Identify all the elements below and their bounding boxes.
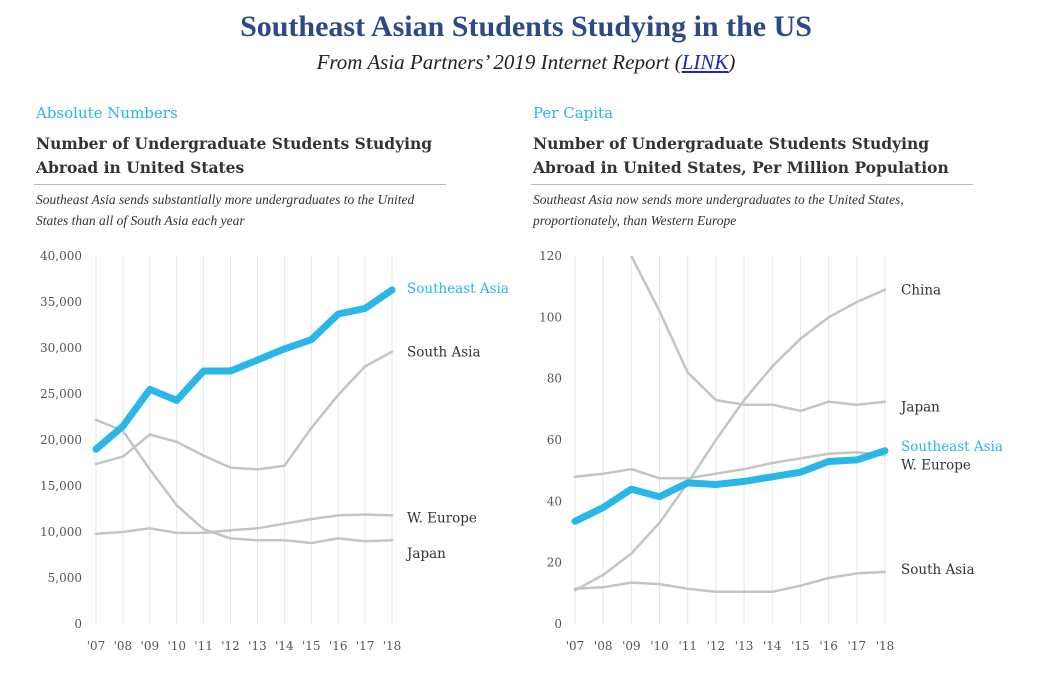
series-line-w-europe xyxy=(573,451,887,480)
series-line-south-asia xyxy=(94,350,394,471)
x-tick-label: '18 xyxy=(876,639,895,653)
x-tick-label: '15 xyxy=(791,639,810,653)
y-tick-label: 40,000 xyxy=(40,249,82,263)
series-label-southeast-asia: Southeast Asia xyxy=(407,281,509,297)
page-subtitle: From Asia Partners’ 2019 Internet Report… xyxy=(0,50,1052,75)
x-tick-label: '09 xyxy=(622,639,641,653)
y-tick-label: 80 xyxy=(547,372,562,386)
x-tick-label: '16 xyxy=(819,639,838,653)
x-tick-label: '08 xyxy=(594,639,613,653)
chart-note-line-2: proportionately, than Western Europe xyxy=(533,213,737,228)
x-tick-label: '18 xyxy=(383,639,402,653)
series-label-south-asia: South Asia xyxy=(901,562,975,578)
x-tick-label: '13 xyxy=(248,639,267,653)
series-label-japan: Japan xyxy=(899,399,940,415)
x-tick-label: '07 xyxy=(566,639,585,653)
x-tick-label: '10 xyxy=(650,639,669,653)
x-tick-label: '14 xyxy=(275,639,294,653)
x-tick-label: '08 xyxy=(114,639,133,653)
x-tick-label: '17 xyxy=(356,639,375,653)
y-tick-label: 100 xyxy=(539,310,562,324)
series-line-southeast-asia xyxy=(571,447,889,525)
x-tick-label: '12 xyxy=(221,639,240,653)
x-tick-label: '07 xyxy=(87,639,106,653)
kicker-per-capita: Per Capita xyxy=(533,104,614,122)
x-tick-label: '15 xyxy=(302,639,321,653)
series-line-china xyxy=(573,288,887,592)
divider xyxy=(34,184,446,185)
chart-title-line-2: Abroad in United States, Per Million Pop… xyxy=(533,158,949,177)
series-label-w-europe: W. Europe xyxy=(901,458,971,474)
chart-note-line-1: Southeast Asia sends substantially more … xyxy=(36,192,415,207)
x-tick-label: '11 xyxy=(194,639,213,653)
series-label-southeast-asia: Southeast Asia xyxy=(901,439,1003,455)
x-tick-label: '09 xyxy=(141,639,160,653)
subtitle-suffix: ) xyxy=(728,50,736,74)
x-tick-label: '16 xyxy=(329,639,348,653)
kicker-absolute: Absolute Numbers xyxy=(36,104,178,122)
series-label-w-europe: W. Europe xyxy=(407,510,477,526)
y-tick-label: 35,000 xyxy=(40,295,82,309)
series-line-japan xyxy=(94,418,394,545)
y-tick-label: 20 xyxy=(547,556,562,570)
chart-note-line-1: Southeast Asia now sends more undergradu… xyxy=(533,192,904,207)
chart-note-per-capita: Southeast Asia now sends more undergradu… xyxy=(533,189,904,231)
y-tick-label: 5,000 xyxy=(48,571,82,585)
x-tick-label: '17 xyxy=(848,639,867,653)
x-tick-label: '10 xyxy=(167,639,186,653)
divider xyxy=(531,184,973,185)
chart-title-absolute: Number of Undergraduate Students Studyin… xyxy=(36,132,432,180)
y-tick-label: 30,000 xyxy=(40,341,82,355)
chart-title-line-1: Number of Undergraduate Students Studyin… xyxy=(36,134,433,153)
series-line-japan xyxy=(630,256,887,413)
x-tick-label: '13 xyxy=(735,639,754,653)
series-line-south-asia xyxy=(573,570,887,594)
chart-note-absolute: Southeast Asia sends substantially more … xyxy=(36,189,414,231)
chart-title-line-2: Abroad in United States xyxy=(36,158,245,177)
series-line-southeast-asia xyxy=(92,286,396,453)
y-tick-label: 25,000 xyxy=(40,387,82,401)
y-tick-label: 10,000 xyxy=(40,525,82,539)
series-line-w-europe xyxy=(94,513,394,536)
page-title: Southeast Asian Students Studying in the… xyxy=(240,10,812,43)
report-link[interactable]: LINK xyxy=(681,50,729,74)
subtitle-prefix: From Asia Partners’ 2019 Internet Report… xyxy=(316,50,682,74)
series-label-south-asia: South Asia xyxy=(407,345,481,361)
x-tick-label: '14 xyxy=(763,639,782,653)
chart-note-line-2: States than all of South Asia each year xyxy=(36,213,245,228)
y-tick-label: 120 xyxy=(539,249,562,263)
x-tick-label: '11 xyxy=(678,639,697,653)
chart-title-per-capita: Number of Undergraduate Students Studyin… xyxy=(533,132,949,180)
y-tick-label: 40 xyxy=(547,494,562,508)
y-tick-label: 15,000 xyxy=(40,479,82,493)
y-tick-label: 0 xyxy=(554,617,562,631)
y-tick-label: 60 xyxy=(547,433,562,447)
x-tick-label: '12 xyxy=(707,639,726,653)
gridlines xyxy=(95,256,393,624)
series-label-china: China xyxy=(901,283,941,299)
series-label-japan: Japan xyxy=(405,546,446,562)
y-tick-label: 0 xyxy=(74,617,82,631)
chart-title-line-1: Number of Undergraduate Students Studyin… xyxy=(533,134,930,153)
y-tick-label: 20,000 xyxy=(40,433,82,447)
